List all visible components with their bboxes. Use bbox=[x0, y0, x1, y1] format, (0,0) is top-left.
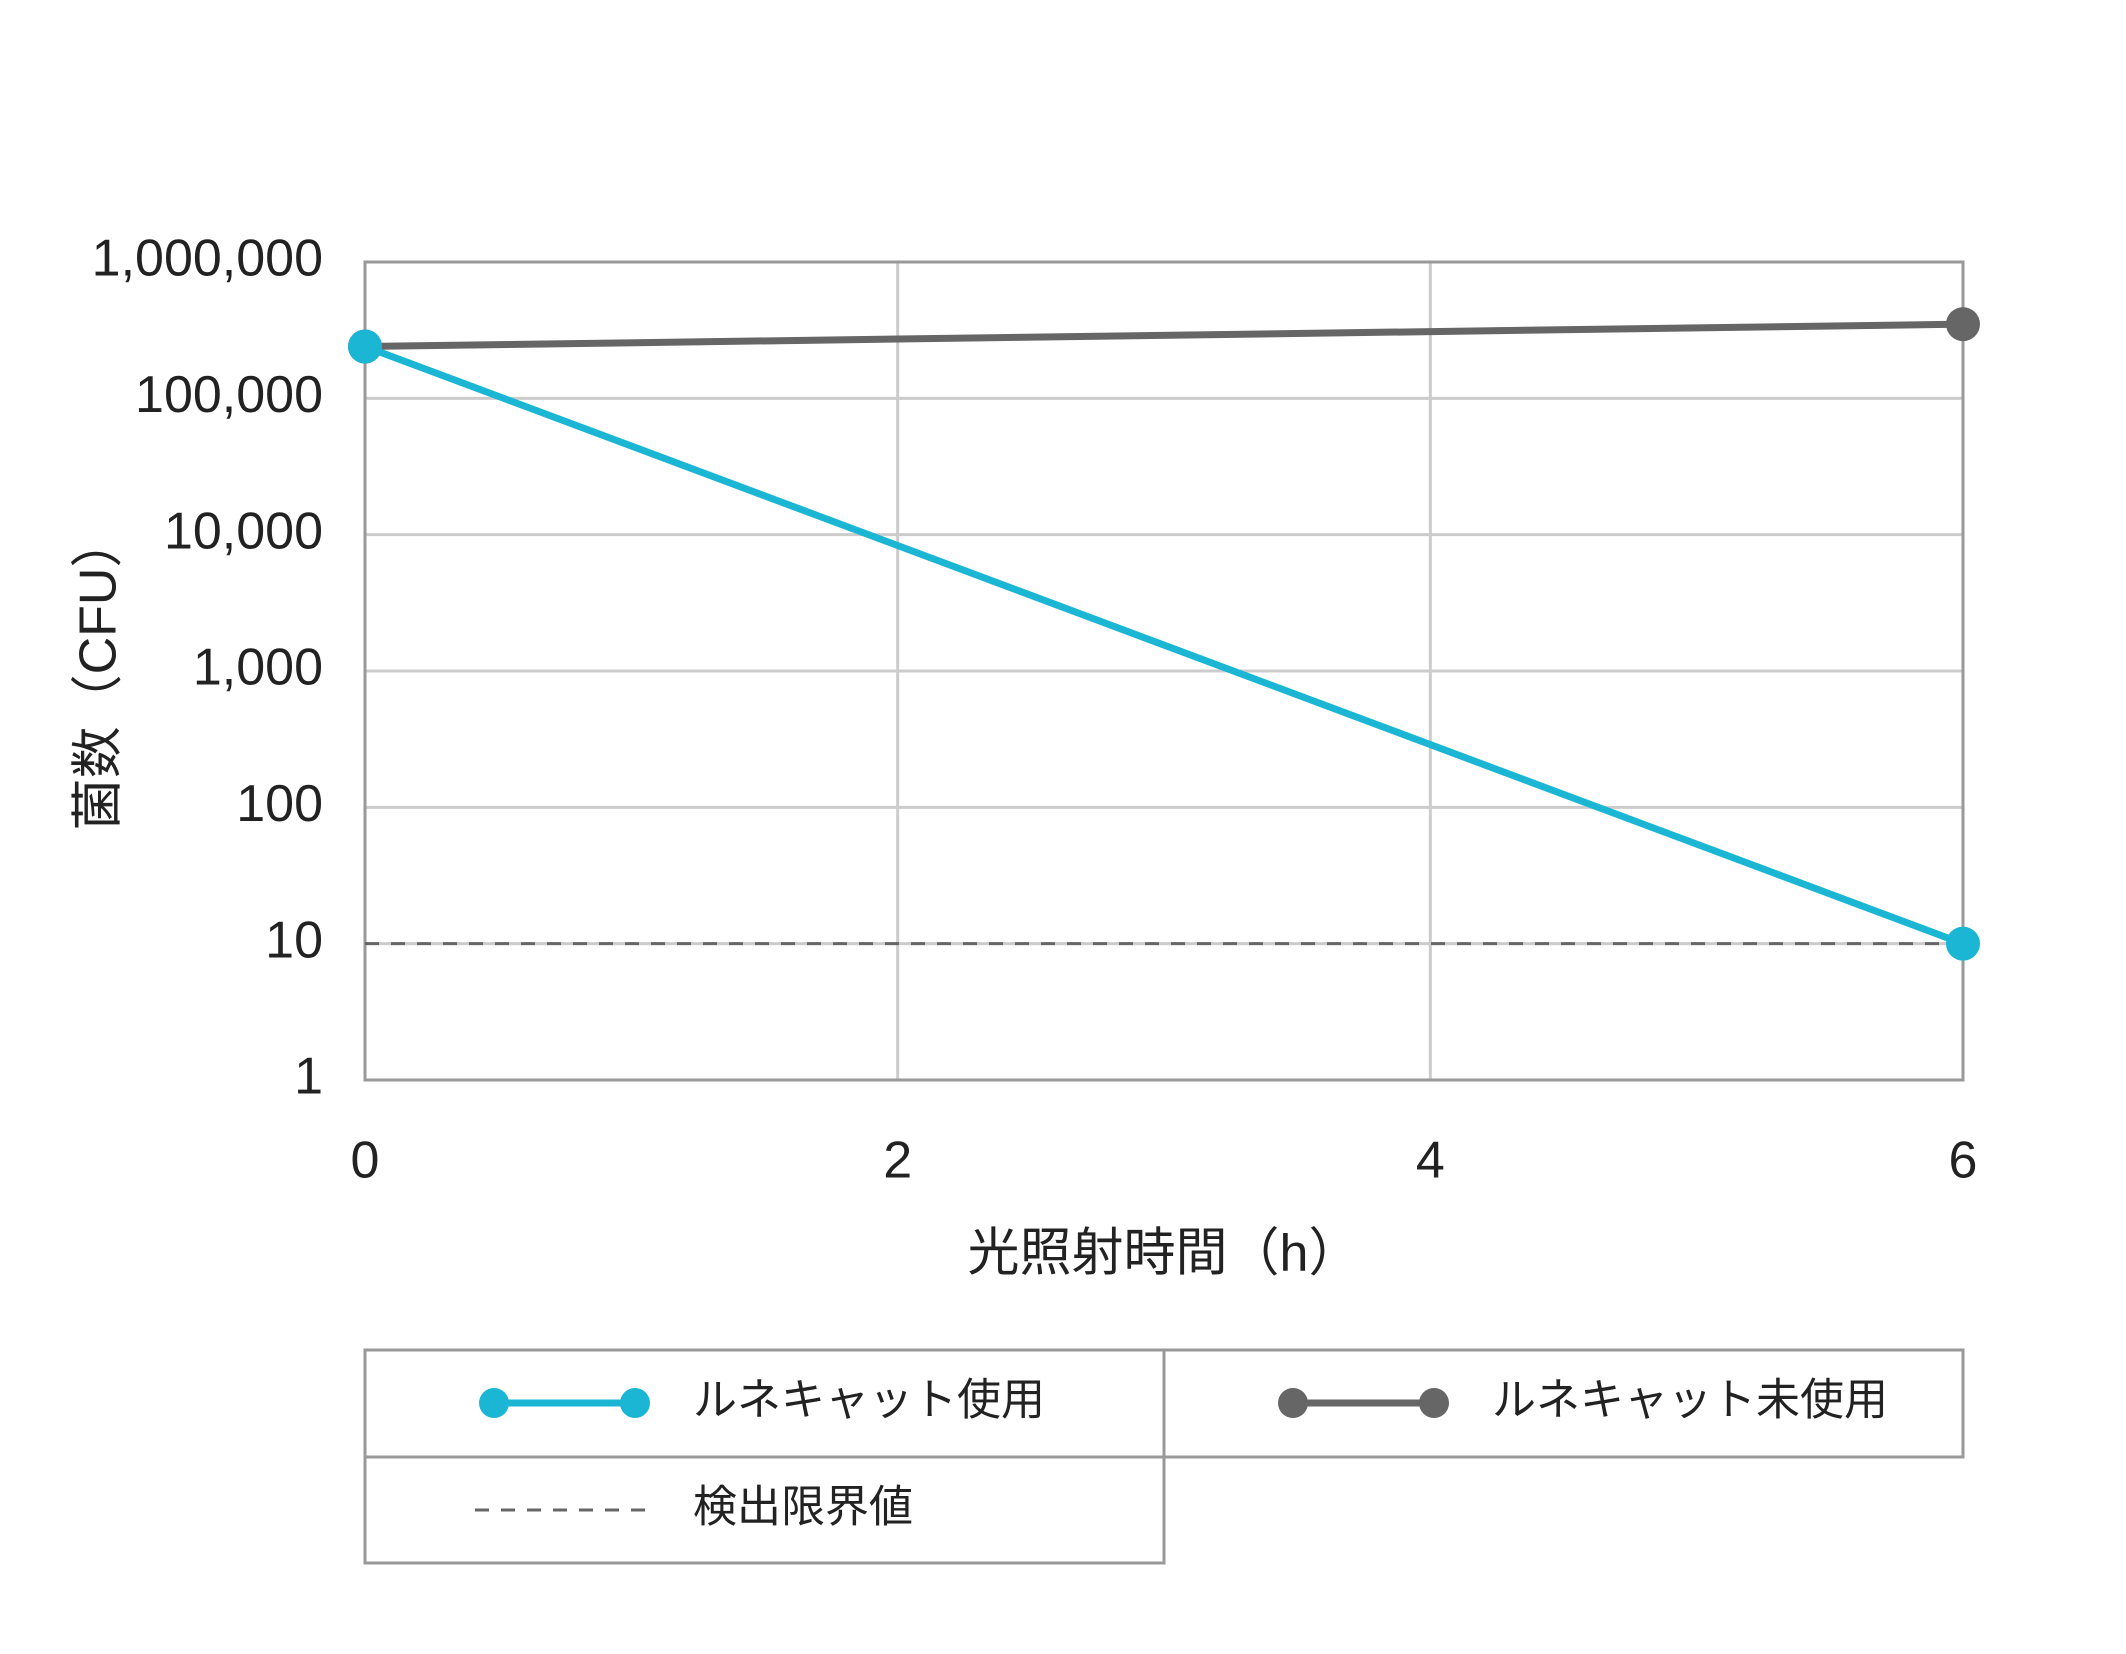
legend-cell bbox=[363, 1455, 1166, 1565]
legend-swatch bbox=[479, 1388, 509, 1418]
y-tick-label: 1,000,000 bbox=[92, 230, 323, 288]
y-tick-label: 1 bbox=[294, 1048, 323, 1106]
legend-label: 検出限界値 bbox=[693, 1483, 913, 1532]
y-tick-label: 10 bbox=[265, 911, 323, 969]
legend-label: ルネキャット使用 bbox=[693, 1376, 1045, 1425]
series-line bbox=[363, 343, 1965, 947]
data-point bbox=[1946, 926, 1980, 961]
x-axis-title: 光照射時間（h） bbox=[968, 1225, 1361, 1283]
legend-cell bbox=[1162, 1348, 1965, 1459]
y-tick-label: 1,000 bbox=[193, 639, 323, 697]
y-tick-label: 100 bbox=[236, 775, 323, 833]
series-line bbox=[364, 320, 1964, 350]
y-axis-title: 菌数（CFU） bbox=[70, 516, 128, 831]
data-point bbox=[348, 329, 382, 364]
y-tick-label: 100,000 bbox=[135, 366, 323, 424]
x-tick-label: 6 bbox=[1949, 1132, 1978, 1190]
y-tick-label: 10,000 bbox=[164, 502, 323, 560]
x-tick-label: 0 bbox=[351, 1132, 380, 1190]
legend-swatch bbox=[620, 1388, 650, 1418]
legend-label: ルネキャット未使用 bbox=[1492, 1376, 1888, 1425]
legend bbox=[363, 1348, 1965, 1565]
legend-swatch bbox=[1278, 1388, 1308, 1418]
x-tick-label: 2 bbox=[883, 1132, 912, 1190]
x-tick-label: 4 bbox=[1416, 1132, 1445, 1190]
data-point bbox=[1946, 307, 1980, 342]
plot-border bbox=[363, 260, 1965, 1082]
legend-swatch bbox=[1419, 1388, 1449, 1418]
